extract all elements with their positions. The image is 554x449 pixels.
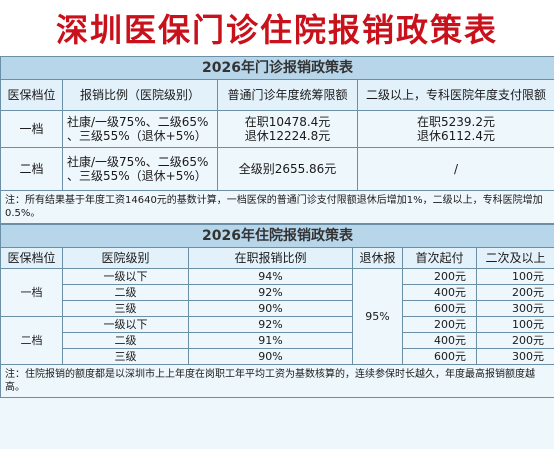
ratio-cell: 90% bbox=[188, 348, 353, 365]
second-cell: 200元 bbox=[475, 284, 554, 301]
ratio-cell: 91% bbox=[188, 332, 353, 349]
tier-cell: 二档 bbox=[0, 316, 63, 365]
limit-cell: 在职10478.4元 退休12224.8元 bbox=[217, 110, 358, 148]
header-retire-ratio: 退休报 bbox=[352, 247, 403, 269]
header-first-deductible: 首次起付 bbox=[402, 247, 477, 269]
limit-line: 退休12224.8元 bbox=[244, 129, 331, 143]
special-cell: / bbox=[356, 147, 554, 191]
inpatient-table: 2026年住院报销政策表 医保档位 医院级别 在职报销比例 退休报 首次起付 二… bbox=[0, 224, 554, 398]
outpatient-note: 注：所有结果基于年度工资14640元的基数计算，一档医保的普通门诊支付限额退休后… bbox=[0, 190, 554, 224]
first-cell: 200元 bbox=[402, 316, 477, 333]
ratio-cell: 92% bbox=[188, 284, 353, 301]
page-title: 深圳医保门诊住院报销政策表 bbox=[0, 0, 554, 56]
limit-cell: 全级别2655.86元 bbox=[217, 147, 358, 191]
header-work-ratio: 在职报销比例 bbox=[188, 247, 353, 269]
first-cell: 600元 bbox=[402, 300, 477, 317]
special-line: 退休6112.4元 bbox=[417, 129, 496, 143]
level-cell: 三级 bbox=[62, 348, 189, 365]
header-ratio: 报销比例（医院级别） bbox=[62, 79, 218, 111]
ratio-line: 社康/一级75%、二级65% bbox=[67, 115, 209, 129]
level-cell: 三级 bbox=[62, 300, 189, 317]
ratio-line: 、三级55%（退休+5%） bbox=[67, 129, 207, 143]
outpatient-section-title: 2026年门诊报销政策表 bbox=[0, 56, 554, 80]
level-cell: 二级 bbox=[62, 332, 189, 349]
ratio-cell: 94% bbox=[188, 268, 353, 285]
retire-ratio-cell: 95% bbox=[352, 268, 403, 365]
level-cell: 一级以下 bbox=[62, 316, 189, 333]
first-cell: 400元 bbox=[402, 332, 477, 349]
ratio-line: 社康/一级75%、二级65% bbox=[67, 155, 209, 169]
header-general-limit: 普通门诊年度统筹限额 bbox=[217, 79, 358, 111]
header-tier: 医保档位 bbox=[0, 247, 63, 269]
tier-cell: 一档 bbox=[0, 268, 63, 317]
table-row-tier: 二档 bbox=[0, 147, 63, 191]
second-cell: 200元 bbox=[475, 332, 554, 349]
second-cell: 300元 bbox=[475, 300, 554, 317]
table-row-tier: 一档 bbox=[0, 110, 63, 148]
ratio-line: 、三级55%（退休+5%） bbox=[67, 169, 207, 183]
limit-line: 在职10478.4元 bbox=[244, 115, 331, 129]
outpatient-table: 2026年门诊报销政策表 医保档位 报销比例（医院级别） 普通门诊年度统筹限额 … bbox=[0, 56, 554, 224]
ratio-cell: 90% bbox=[188, 300, 353, 317]
inpatient-note: 注：住院报销的额度都是以深圳市上上年度在岗职工年平均工资为基数核算的，连续参保时… bbox=[0, 364, 554, 398]
special-line: 在职5239.2元 bbox=[417, 115, 496, 129]
special-cell: 在职5239.2元 退休6112.4元 bbox=[356, 110, 554, 148]
second-cell: 100元 bbox=[475, 268, 554, 285]
header-tier: 医保档位 bbox=[0, 79, 63, 111]
first-cell: 200元 bbox=[402, 268, 477, 285]
inpatient-section-title: 2026年住院报销政策表 bbox=[0, 224, 554, 248]
second-cell: 300元 bbox=[475, 348, 554, 365]
header-special-limit: 二级以上，专科医院年度支付限额 bbox=[356, 79, 554, 111]
first-cell: 400元 bbox=[402, 284, 477, 301]
second-cell: 100元 bbox=[475, 316, 554, 333]
header-level: 医院级别 bbox=[62, 247, 189, 269]
first-cell: 600元 bbox=[402, 348, 477, 365]
ratio-cell: 社康/一级75%、二级65% 、三级55%（退休+5%） bbox=[62, 110, 218, 148]
ratio-cell: 92% bbox=[188, 316, 353, 333]
header-second-deductible: 二次及以上 bbox=[475, 247, 554, 269]
ratio-cell: 社康/一级75%、二级65% 、三级55%（退休+5%） bbox=[62, 147, 218, 191]
level-cell: 一级以下 bbox=[62, 268, 189, 285]
level-cell: 二级 bbox=[62, 284, 189, 301]
